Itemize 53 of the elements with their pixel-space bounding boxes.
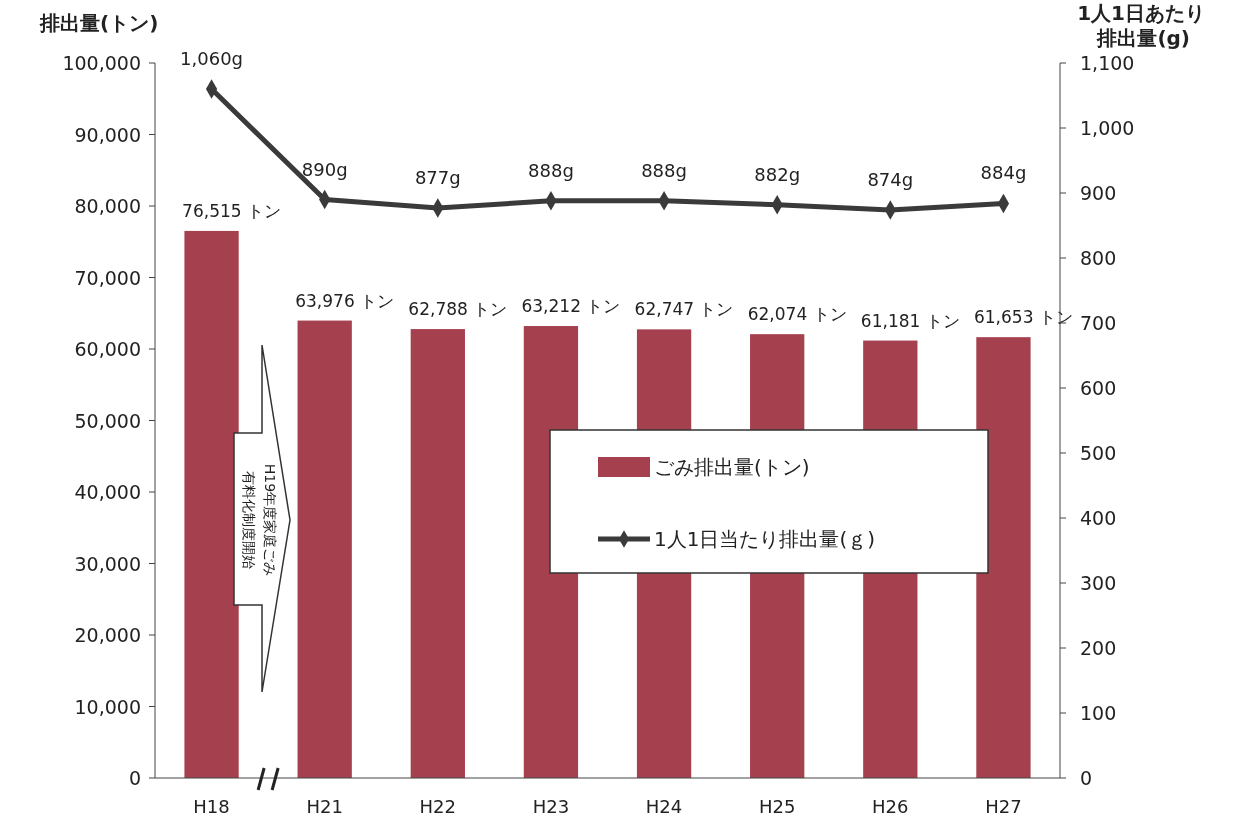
y2-tick-label: 100 bbox=[1080, 702, 1117, 724]
x-tick-label: H22 bbox=[419, 796, 457, 817]
data-label: 1,060g bbox=[180, 48, 244, 69]
y2-tick-label: 600 bbox=[1080, 377, 1117, 399]
data-label: 63,212 トン bbox=[521, 296, 621, 317]
data-label: 61,181 トン bbox=[860, 310, 960, 331]
y2-tick-label: 900 bbox=[1080, 182, 1117, 204]
data-label: 62,788 トン bbox=[408, 299, 508, 320]
y-tick-label: 100,000 bbox=[62, 52, 141, 74]
data-label: 76,515 トン bbox=[182, 200, 282, 221]
legend-label: 1人1日当たり排出量(ｇ) bbox=[654, 527, 876, 551]
data-label: 62,074 トン bbox=[747, 304, 847, 325]
y2-tick-label: 0 bbox=[1080, 767, 1093, 789]
y-tick-label: 90,000 bbox=[74, 123, 141, 146]
y-tick-label: 40,000 bbox=[74, 481, 141, 503]
y2-axis-title: 1人1日あたり排出量(g) bbox=[1077, 1, 1205, 50]
y-tick-label: 10,000 bbox=[74, 695, 141, 718]
data-label: 884g bbox=[980, 162, 1027, 184]
annotation: 有料化制度開始 bbox=[241, 471, 257, 569]
x-tick-label: H23 bbox=[532, 796, 570, 817]
y2-tick-label: 700 bbox=[1080, 312, 1117, 334]
y2-tick-label: 200 bbox=[1080, 637, 1117, 659]
y-tick-label: 50,000 bbox=[74, 409, 141, 432]
legend-label: ごみ排出量(トン) bbox=[654, 455, 810, 479]
y2-tick-label: 1,100 bbox=[1080, 52, 1135, 74]
data-label: 888g bbox=[528, 159, 574, 181]
y-tick-label: 80,000 bbox=[74, 195, 141, 217]
x-tick-label: H18 bbox=[193, 796, 230, 817]
x-tick-label: H27 bbox=[985, 796, 1022, 817]
y2-tick-label: 500 bbox=[1080, 442, 1117, 464]
data-label: 877g bbox=[414, 166, 461, 188]
y-tick-label: 60,000 bbox=[74, 338, 141, 360]
y-tick-label: 0 bbox=[128, 767, 141, 789]
y-tick-label: 70,000 bbox=[74, 266, 141, 289]
annotation: H19年度家庭ごみ bbox=[262, 463, 278, 577]
y2-tick-label: 400 bbox=[1080, 507, 1117, 529]
y-axis-title: 排出量(トン) bbox=[39, 11, 159, 35]
data-label: 890g bbox=[301, 158, 348, 180]
x-tick-label: H24 bbox=[645, 796, 683, 817]
y2-tick-label: 300 bbox=[1080, 572, 1117, 594]
y-tick-label: 20,000 bbox=[74, 624, 141, 646]
data-label: 62,747 トン bbox=[634, 299, 734, 320]
x-tick-label: H21 bbox=[306, 796, 343, 817]
y2-tick-label: 1,000 bbox=[1080, 117, 1135, 139]
data-label: 61,653 トン bbox=[973, 307, 1073, 328]
data-label: 63,976 トン bbox=[295, 290, 395, 311]
y2-tick-label: 800 bbox=[1080, 247, 1117, 269]
data-label: 888g bbox=[641, 159, 687, 181]
x-tick-label: H25 bbox=[758, 796, 796, 817]
y-tick-label: 30,000 bbox=[74, 552, 141, 575]
x-tick-label: H26 bbox=[872, 796, 909, 817]
data-label: 882g bbox=[754, 163, 801, 185]
data-label: 874g bbox=[867, 168, 914, 190]
